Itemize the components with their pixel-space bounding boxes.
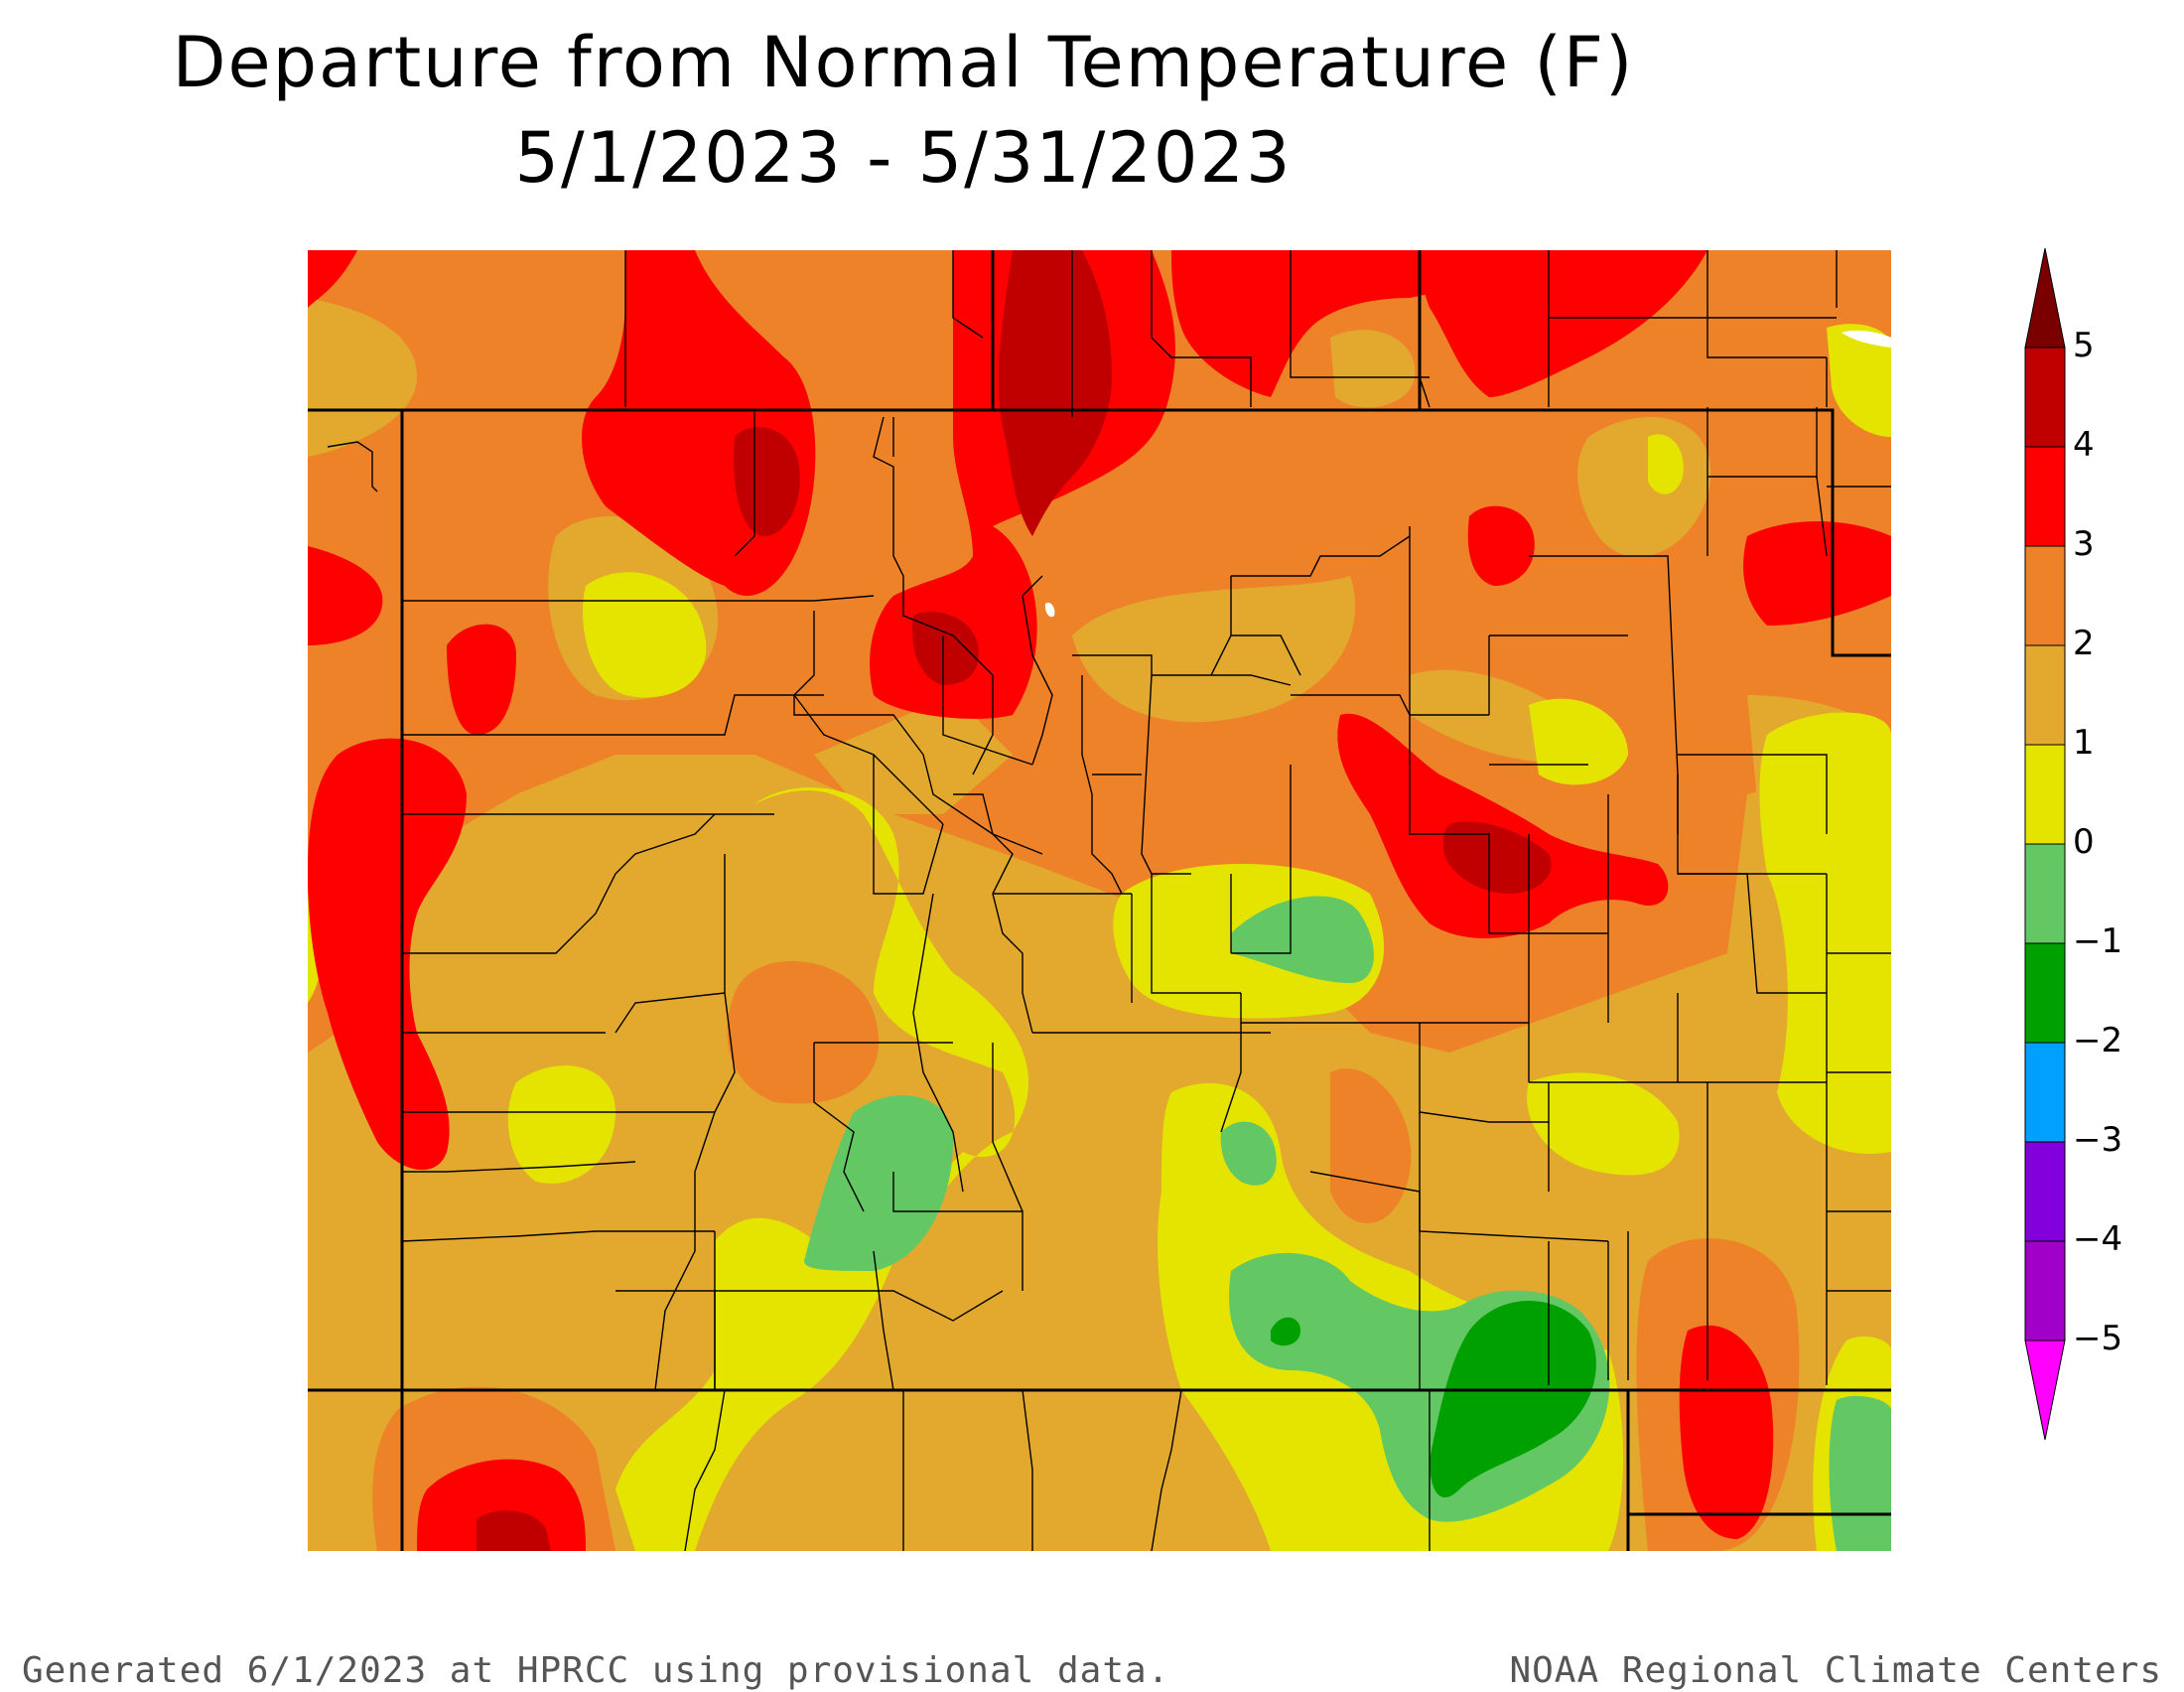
legend-bin	[2024, 1240, 2066, 1341]
legend-bin	[2024, 1340, 2066, 1441]
footer-credit: NOAA Regional Climate Centers	[1509, 1650, 2162, 1691]
legend-label: −1	[2073, 921, 2123, 961]
legend-label: −3	[2073, 1120, 2123, 1160]
map-title: Departure from Normal Temperature (F)	[172, 22, 1635, 103]
legend-bin	[2024, 446, 2066, 547]
legend-bin	[2024, 744, 2066, 845]
legend-label: 1	[2073, 723, 2095, 763]
legend-label: −5	[2073, 1319, 2123, 1358]
legend-label: 5	[2073, 326, 2095, 365]
legend-bin	[2024, 247, 2066, 349]
legend-label: 3	[2073, 524, 2095, 564]
legend-colorbar	[2024, 247, 2066, 1441]
legend-bin	[2024, 1042, 2066, 1143]
map-date-range: 5/1/2023 - 5/31/2023	[514, 117, 1293, 199]
footer-generated-note: Generated 6/1/2023 at HPRCC using provis…	[22, 1650, 1170, 1691]
legend-bin	[2024, 1141, 2066, 1242]
legend-bin	[2024, 644, 2066, 746]
legend-bin	[2024, 942, 2066, 1044]
temperature-fill	[308, 250, 1891, 1551]
legend-label: 2	[2073, 624, 2095, 663]
legend-label: −4	[2073, 1219, 2123, 1259]
county-boundaries	[327, 250, 1891, 1551]
legend-label: 4	[2073, 425, 2095, 465]
legend-bin	[2024, 545, 2066, 646]
legend-bin	[2024, 843, 2066, 944]
legend-bin	[2024, 347, 2066, 448]
state-boundaries	[308, 250, 1891, 1551]
legend-label: −2	[2073, 1021, 2123, 1060]
legend-label: 0	[2073, 822, 2095, 862]
